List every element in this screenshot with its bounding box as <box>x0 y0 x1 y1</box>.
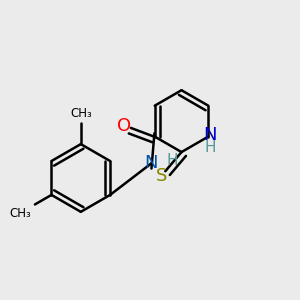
Text: S: S <box>156 167 167 184</box>
Text: H: H <box>166 153 178 168</box>
Text: N: N <box>203 126 217 144</box>
Text: CH₃: CH₃ <box>70 107 92 120</box>
Text: H: H <box>204 140 215 155</box>
Text: N: N <box>145 154 158 172</box>
Text: O: O <box>117 117 131 135</box>
Text: CH₃: CH₃ <box>10 207 32 220</box>
